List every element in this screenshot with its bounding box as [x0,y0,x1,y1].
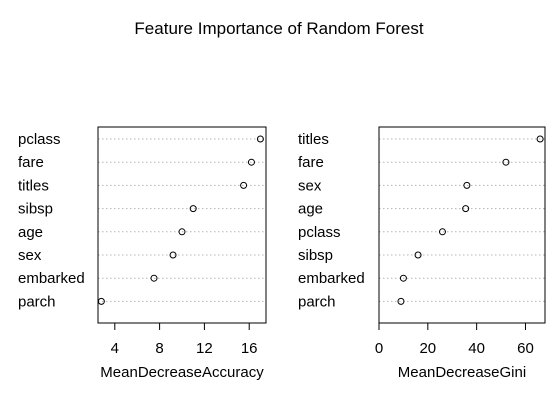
x-tick-label-gini-40: 40 [468,340,485,357]
category-label-accuracy-age: age [18,224,43,241]
point-accuracy-embarked [150,274,158,282]
point-gini-sex [463,181,471,189]
category-label-accuracy-fare: fare [18,154,44,171]
point-accuracy-sibsp [189,205,197,213]
chart-title: Feature Importance of Random Forest [134,19,423,38]
point-gini-parch [397,297,405,305]
category-label-accuracy-embarked: embarked [18,270,85,287]
point-accuracy-fare [247,158,255,166]
category-label-accuracy-titles: titles [18,177,49,194]
category-label-accuracy-sex: sex [18,247,42,264]
point-gini-sibsp [414,251,422,259]
x-tick-label-accuracy-16: 16 [241,340,258,357]
category-label-gini-parch: parch [298,293,336,310]
category-label-gini-pclass: pclass [298,224,341,241]
x-tick-label-accuracy-4: 4 [111,340,119,357]
x-tick-label-gini-0: 0 [375,340,383,357]
category-label-gini-titles: titles [298,131,329,148]
point-gini-pclass [438,228,446,236]
plot-frame-accuracy [97,126,267,324]
panel-mean-decrease-gini: titles fare sex age pclass sibsp embarked parch… [298,126,546,381]
category-label-accuracy-pclass: pclass [18,131,61,148]
category-label-gini-sex: sex [298,177,322,194]
point-gini-fare [502,158,510,166]
x-axis-title-gini: MeanDecreaseGini [398,364,526,381]
point-accuracy-sex [169,251,177,259]
category-label-accuracy-parch: parch [18,293,56,310]
plot-frame-gini [378,126,546,324]
category-label-gini-sibsp: sibsp [298,247,333,264]
x-tick-label-gini-20: 20 [419,340,436,357]
category-label-accuracy-sibsp: sibsp [18,201,53,218]
point-accuracy-pclass [256,135,264,143]
x-axis-title-accuracy: MeanDecreaseAccuracy [100,364,264,381]
point-gini-embarked [399,274,407,282]
x-tick-label-accuracy-8: 8 [155,340,163,357]
point-gini-age [462,205,470,213]
point-gini-titles [536,135,544,143]
category-label-gini-fare: fare [298,154,324,171]
point-accuracy-titles [240,181,248,189]
x-tick-label-gini-60: 60 [517,340,534,357]
panel-mean-decrease-accuracy: pclass fare titles sibsp age sex embarked parch… [18,126,267,381]
category-label-gini-embarked: embarked [298,270,365,287]
x-tick-label-accuracy-12: 12 [196,340,213,357]
category-label-gini-age: age [298,201,323,218]
point-accuracy-age [178,228,186,236]
